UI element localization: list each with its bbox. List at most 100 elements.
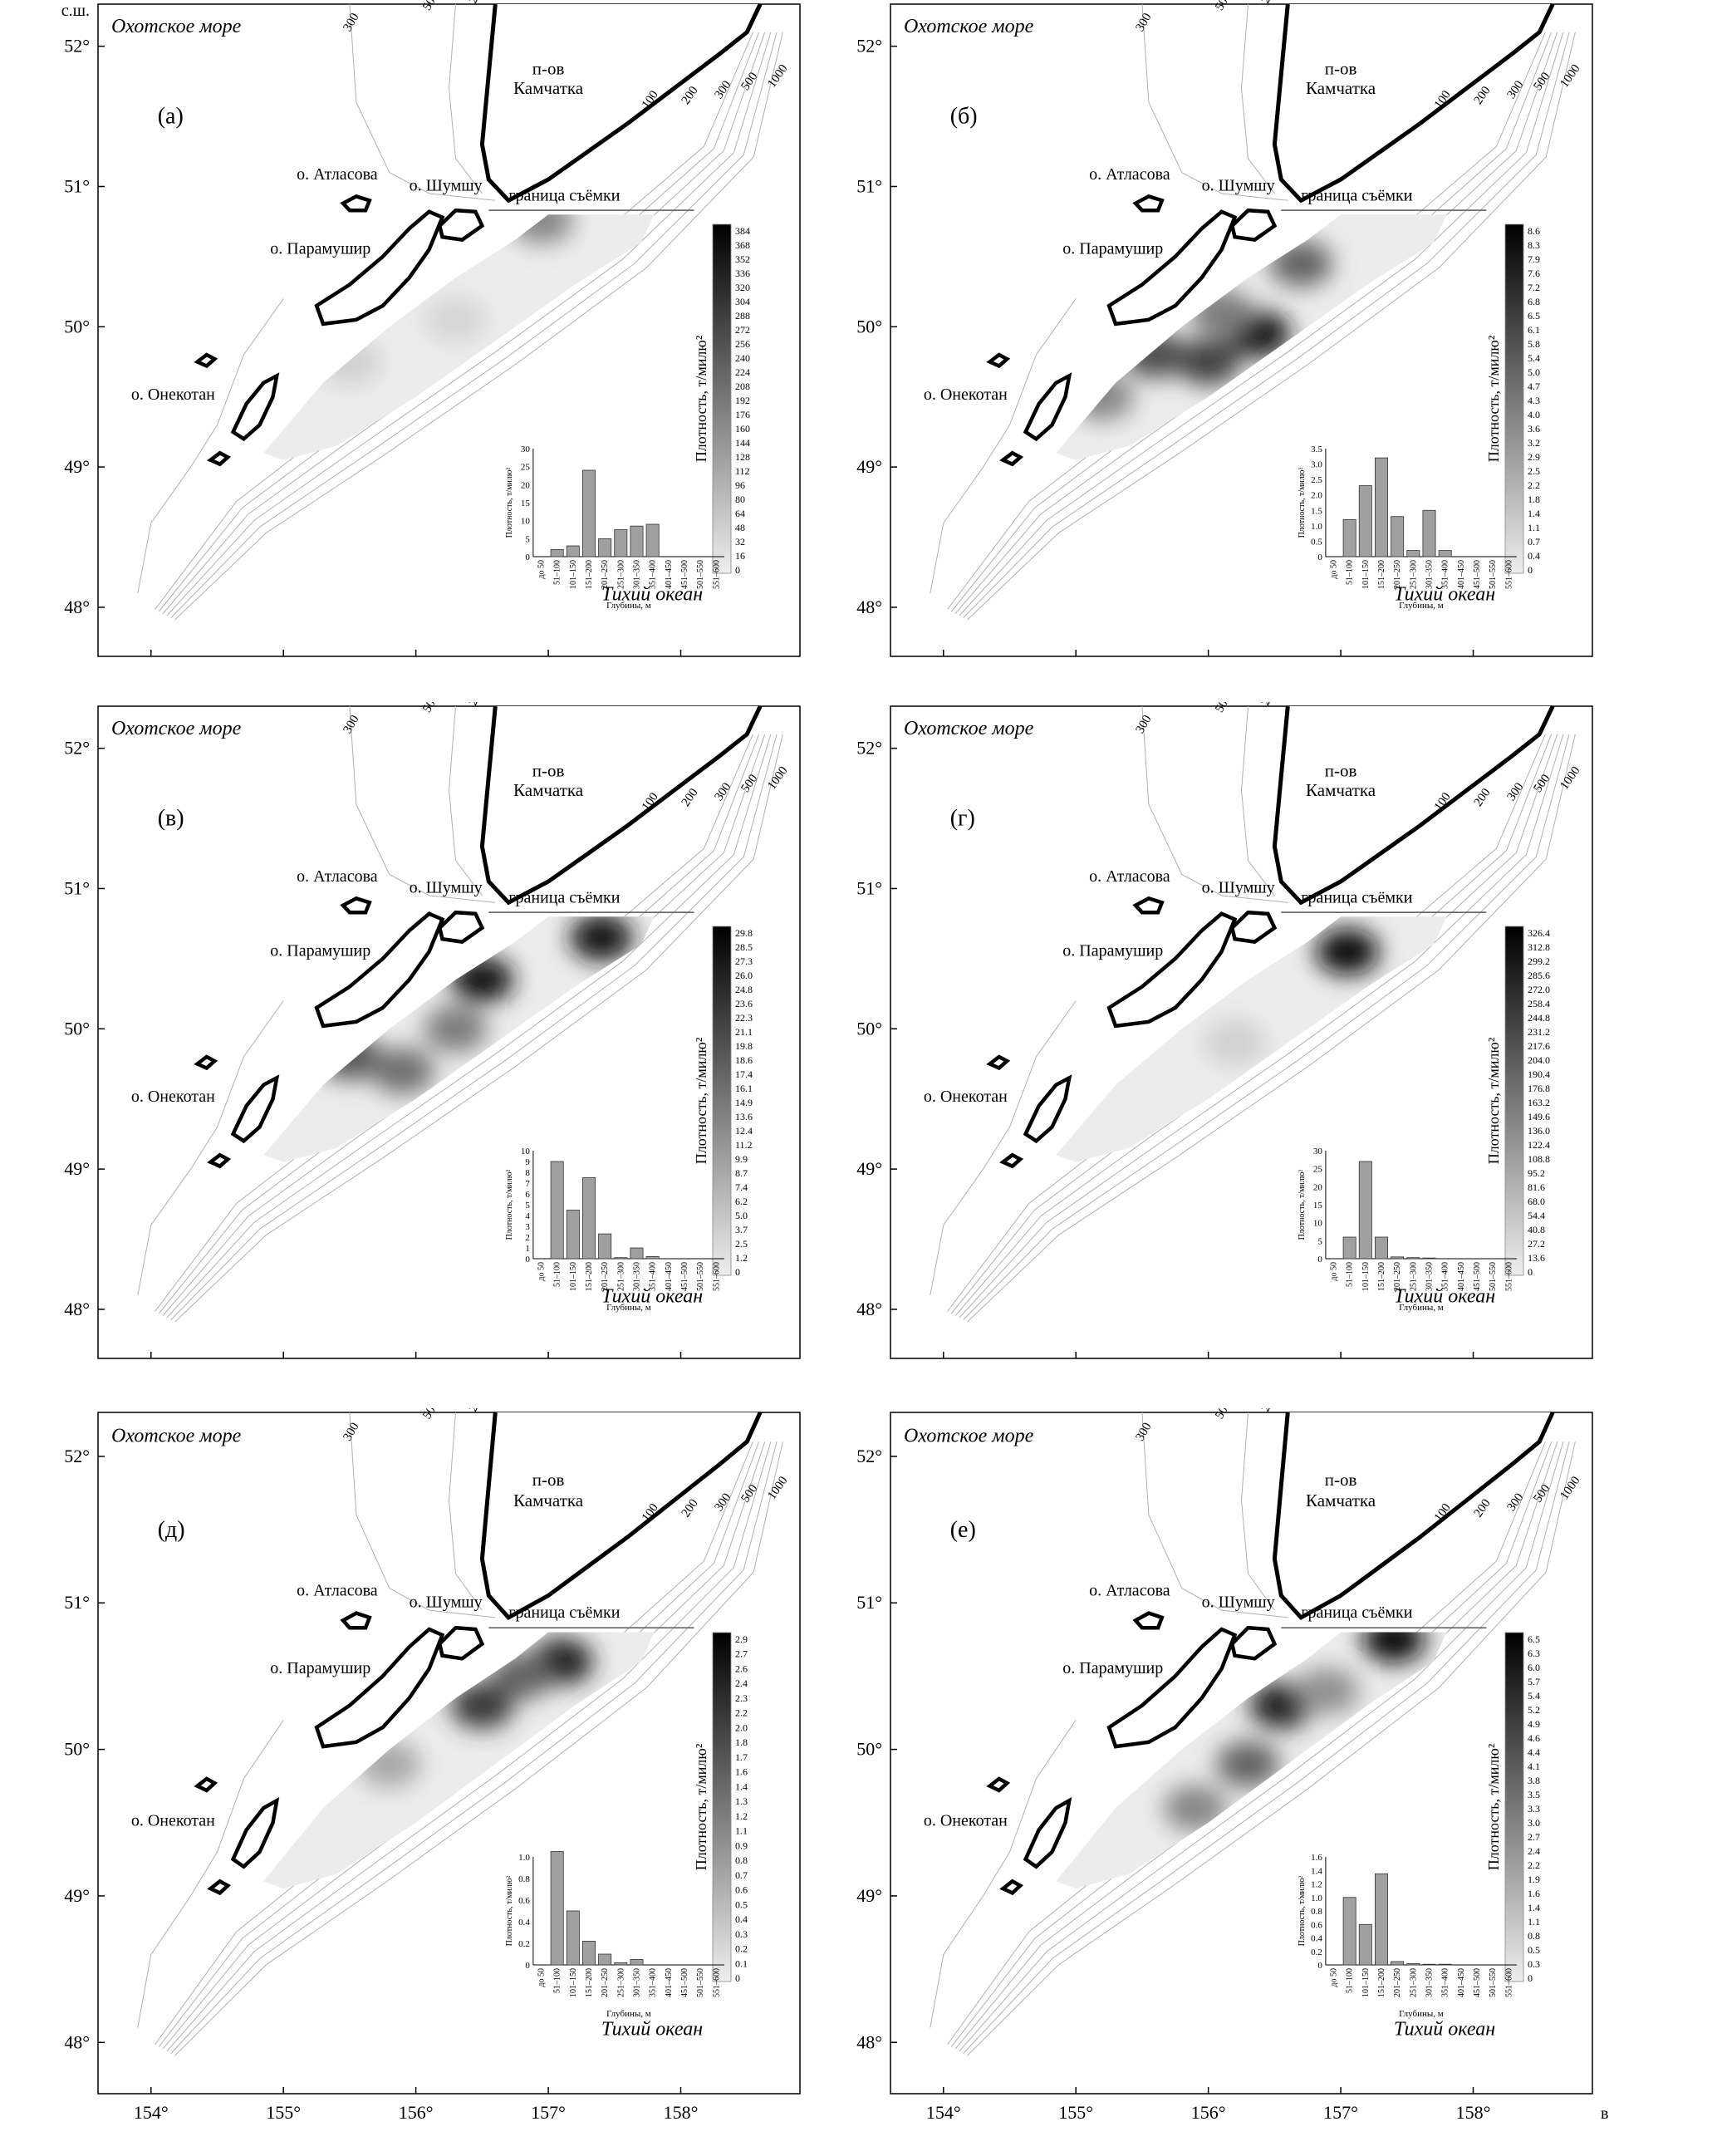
label-ocean: Тихий океан [601, 2018, 703, 2040]
hist-bar [630, 525, 644, 557]
colorbar-tick-label: 2.7 [735, 1648, 748, 1660]
label-shumshu: о. Шумшу [1202, 177, 1275, 195]
colorbar-tick-label: 40.8 [1528, 1224, 1545, 1235]
colorbar-tick-label: 21.1 [735, 1026, 753, 1038]
isobath-line [967, 734, 1576, 1323]
hist-y-tick-label: 1.5 [1311, 506, 1322, 516]
colorbar-tick-label: 81.6 [1528, 1181, 1545, 1193]
colorbar-tick-label: 2.3 [735, 1692, 748, 1704]
isobath-line [963, 1441, 1570, 2054]
colorbar-tick-label: 3.2 [1528, 437, 1540, 449]
density-hotspot [424, 296, 488, 343]
hist-bar [1422, 509, 1436, 557]
survey-area [263, 1632, 655, 1889]
island-makanrushi [986, 1776, 1011, 1793]
lon-tick-label: 158° [664, 2102, 699, 2123]
hist-bar [1375, 457, 1388, 557]
label-ocean: Тихий океан [1394, 1285, 1495, 1307]
hist-x-tick-label: 301–350 [1425, 560, 1434, 589]
hist-y-tick-label: 2.5 [1311, 475, 1322, 485]
label-atlasova: о. Атласова [1089, 165, 1170, 184]
lat-tick-label: 48° [64, 2031, 90, 2052]
isobath-line [1141, 705, 1288, 903]
hist-x-tick-label: 51–100 [1346, 1262, 1355, 1287]
label-atlasova: о. Атласова [1089, 1581, 1170, 1599]
label-shumshu: о. Шумшу [410, 879, 483, 897]
density-hotspot [1203, 1019, 1267, 1067]
hist-y-label: Плотность, т/милю² [1298, 468, 1307, 538]
colorbar-tick-label: 0 [735, 1266, 740, 1278]
hist-y-tick-label: 0 [525, 553, 530, 562]
island-paramushir [1106, 1627, 1238, 1749]
hist-bar [614, 1257, 628, 1260]
hist-x-tick-label: до 50 [537, 1262, 546, 1281]
colorbar-tick-label: 3.7 [735, 1224, 748, 1235]
colorbar-tick-label: 3.0 [1528, 1817, 1540, 1829]
colorbar-tick-label: 368 [735, 239, 750, 251]
label-paramushir: о. Парамушир [1062, 239, 1163, 258]
colorbar-tick-label: 0 [1528, 1972, 1533, 1984]
label-onekotan: о. Онекотан [924, 1088, 1008, 1106]
colorbar-tick-label: 320 [735, 282, 750, 293]
island-harimkotan [999, 1879, 1024, 1896]
island-shumshu [437, 910, 485, 944]
colorbar-tick-label: 5.0 [735, 1210, 748, 1221]
isobath-line [349, 705, 496, 903]
hist-x-tick-label: 51–100 [553, 1262, 562, 1287]
lat-tick-label: 52° [856, 1446, 882, 1466]
hist-bar [1391, 1961, 1405, 1966]
colorbar-tick-label: 176 [735, 409, 750, 420]
hist-y-tick-label: 3.5 [1311, 444, 1322, 454]
lat-tick-label: 51° [856, 877, 882, 898]
hist-x-tick-label: 401–450 [1457, 560, 1466, 589]
colorbar-tick-label: 0.7 [1528, 536, 1540, 548]
colorbar-tick-label: 6.5 [1528, 310, 1540, 322]
hist-y-tick-label: 0 [1317, 1255, 1322, 1265]
colorbar-tick-label: 2.2 [1528, 1859, 1540, 1871]
hist-y-label: Плотность, т/милю² [505, 1170, 514, 1240]
density-hotspot [569, 916, 633, 961]
label-shumshu: о. Шумшу [1202, 879, 1275, 897]
island-makanrushi [986, 1054, 1011, 1071]
island-harimkotan [999, 1152, 1024, 1169]
hist-y-tick-label: 15 [1313, 1201, 1323, 1211]
colorbar-tick-label: 0.4 [1528, 550, 1540, 562]
isobath-line [137, 1720, 284, 2028]
colorbar-tick-label: 1.9 [1528, 1874, 1540, 1885]
hist-y-tick-label: 0.2 [1311, 1947, 1322, 1957]
colorbar-tick-label: 1.4 [1528, 1902, 1540, 1913]
colorbar [712, 223, 732, 574]
hist-x-label: Глубины, м [606, 1303, 651, 1313]
hist-x-tick-label: 551–600 [1504, 560, 1513, 589]
hist-bar [566, 1210, 580, 1260]
label-onekotan: о. Онекотан [131, 1088, 215, 1106]
colorbar-tick-label: 1.3 [735, 1795, 748, 1807]
label-shumshu: о. Шумшу [1202, 1594, 1275, 1612]
hist-y-tick-label: 20 [521, 480, 531, 490]
label-onekotan: о. Онекотан [131, 1811, 215, 1829]
hist-x-tick-label: 451–500 [680, 1968, 689, 1997]
hist-bar [1342, 519, 1356, 557]
label-atlasova: о. Атласова [297, 867, 378, 886]
colorbar-tick-label: 13.6 [1528, 1252, 1545, 1264]
hist-bar [1422, 1963, 1436, 1966]
panel-letter: (г) [950, 805, 975, 831]
colorbar-tick-label: 14.9 [735, 1097, 753, 1108]
hist-bar [614, 1962, 628, 1966]
colorbar-tick-label: 0.3 [1528, 1958, 1540, 1970]
hist-y-tick-label: 0.5 [1311, 537, 1322, 547]
isobath-line [174, 1441, 783, 2056]
colorbar-tick-label: 285.6 [1528, 970, 1550, 981]
label-survey-border: граница съёмки [508, 888, 621, 906]
colorbar-title: Плотность, т/милю² [1485, 336, 1502, 462]
island-atlasova [1132, 896, 1165, 915]
colorbar-tick-label: 122.4 [1528, 1139, 1550, 1151]
lon-tick-label: 157° [1323, 2102, 1358, 2123]
hist-x-tick-label: 301–350 [632, 1968, 641, 1997]
colorbar-tick-label: 16 [735, 550, 745, 562]
hist-x-tick-label: 401–450 [1457, 1968, 1466, 1997]
hist-y-tick-label: 2.0 [1311, 491, 1322, 501]
hist-y-tick-label: 0.4 [1311, 1934, 1322, 1944]
